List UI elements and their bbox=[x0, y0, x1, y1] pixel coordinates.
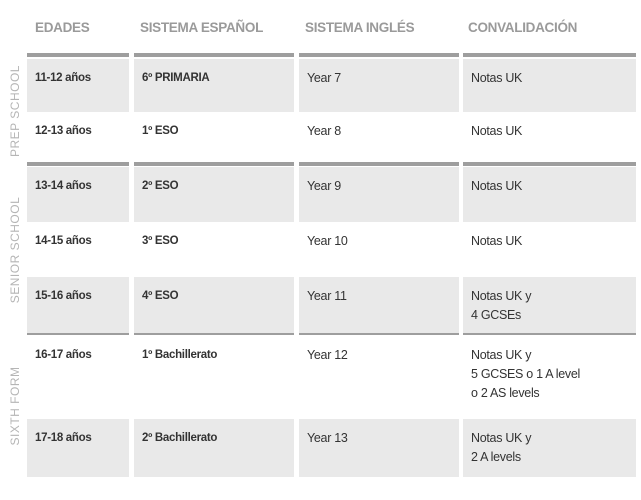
header-edades: EDADES bbox=[35, 20, 90, 35]
cell-edad: 17-18 años bbox=[27, 419, 129, 477]
cell-uk: Year 7 bbox=[299, 59, 459, 112]
section-divider bbox=[134, 53, 294, 57]
cell-uk: Year 12 bbox=[307, 348, 348, 362]
section-divider bbox=[299, 53, 459, 57]
cell-conv: Notas UK bbox=[463, 59, 636, 112]
cell-es: 4º ESO bbox=[134, 277, 294, 333]
header-convalidacion: CONVALIDACIÓN bbox=[468, 20, 578, 35]
cell-conv: Notas UK bbox=[463, 167, 636, 222]
section-divider bbox=[134, 162, 294, 166]
header-sistema-espanol: SISTEMA ESPAÑOL bbox=[140, 20, 264, 35]
section-divider bbox=[463, 331, 636, 335]
cell-es: 3º ESO bbox=[142, 235, 179, 247]
cell-edad: 14-15 años bbox=[35, 235, 92, 247]
section-prep-school: PREP SCHOOL bbox=[8, 65, 22, 157]
section-divider bbox=[463, 162, 636, 166]
cell-es: 1º Bachillerato bbox=[142, 349, 218, 361]
cell-conv: Notas UK bbox=[471, 124, 523, 138]
cell-uk: Year 9 bbox=[299, 167, 459, 222]
section-divider bbox=[299, 162, 459, 166]
cell-edad: 16-17 años bbox=[35, 349, 92, 361]
cell-uk: Year 10 bbox=[307, 234, 348, 248]
cell-es: 2º Bachillerato bbox=[134, 419, 294, 477]
cell-edad: 13-14 años bbox=[27, 167, 129, 222]
cell-uk: Year 11 bbox=[299, 277, 459, 333]
section-divider bbox=[134, 331, 294, 335]
section-senior-school: SENIOR SCHOOL bbox=[8, 196, 22, 304]
cell-edad: 11-12 años bbox=[27, 59, 129, 112]
cell-es: 6º PRIMARIA bbox=[134, 59, 294, 112]
cell-es: 1º ESO bbox=[142, 125, 179, 137]
cell-conv: Notas UK y 2 A levels bbox=[463, 419, 636, 477]
cell-conv: Notas UK y 5 GCSES o 1 A level o 2 AS le… bbox=[471, 348, 580, 400]
cell-uk: Year 8 bbox=[307, 124, 341, 138]
section-divider bbox=[27, 331, 129, 335]
cell-conv: Notas UK y 4 GCSEs bbox=[463, 277, 636, 333]
cell-uk: Year 13 bbox=[299, 419, 459, 477]
section-divider bbox=[27, 53, 129, 57]
section-divider bbox=[27, 162, 129, 166]
section-divider bbox=[463, 53, 636, 57]
header-sistema-ingles: SISTEMA INGLÉS bbox=[305, 20, 415, 35]
cell-edad: 12-13 años bbox=[35, 125, 92, 137]
cell-edad: 15-16 años bbox=[27, 277, 129, 333]
section-divider bbox=[299, 331, 459, 335]
cell-es: 2º ESO bbox=[134, 167, 294, 222]
cell-conv: Notas UK bbox=[471, 234, 523, 248]
section-sixth-form: SIXTH FORM bbox=[8, 366, 22, 446]
